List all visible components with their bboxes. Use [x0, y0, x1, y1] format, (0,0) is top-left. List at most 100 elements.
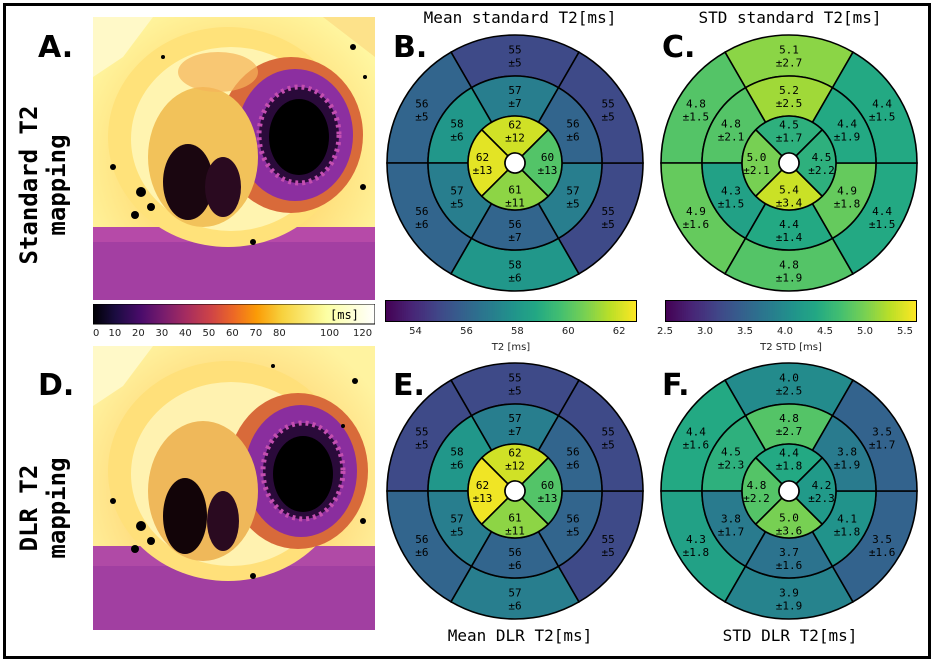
segment-middle-5-sd: ±6	[566, 459, 579, 472]
panel-label-c: C.	[662, 30, 696, 65]
colorbar-step	[511, 300, 514, 322]
colorbar-step	[420, 300, 424, 322]
segment-outer-0-sd: ±2.5	[776, 385, 803, 398]
colorbar-step	[818, 300, 821, 322]
panel-label-d: D.	[38, 368, 75, 403]
segment-outer-5-mean: 55	[601, 97, 614, 110]
colorbar-step	[586, 300, 590, 322]
colorbar-step	[820, 300, 824, 322]
bullseye-std-standard: 5.1±2.74.8±1.54.9±1.64.8±1.94.4±1.54.4±1…	[660, 34, 918, 292]
colorbar-step	[538, 300, 541, 322]
colorbar-tick-label: 3.0	[697, 326, 713, 337]
segment-inner-2-sd: ±3.6	[776, 525, 803, 538]
segment-outer-1-mean: 4.8	[686, 97, 706, 110]
colorbar-step	[498, 300, 502, 322]
segment-middle-2-sd: ±1.5	[718, 198, 745, 211]
colorbar-step	[742, 300, 746, 322]
map-colorbar-tick-label: 30	[155, 328, 169, 339]
colorbar-step	[450, 300, 453, 322]
colorbar-step	[422, 300, 426, 322]
colorbar-step	[702, 300, 706, 322]
segment-outer-2-sd: ±1.6	[683, 218, 710, 231]
colorbar-step	[843, 300, 847, 322]
title-mean-dlr: Mean DLR T2[ms]	[447, 626, 593, 645]
colorbar-border	[385, 300, 637, 322]
colorbar-step	[759, 300, 763, 322]
colorbar-step	[418, 300, 422, 322]
colorbar-step	[469, 300, 472, 322]
colorbar-step	[885, 300, 889, 322]
colorbar-step	[435, 300, 439, 322]
segment-middle-3-mean: 56	[508, 218, 521, 231]
map-colorbar-tick-label: 40	[179, 328, 192, 339]
segment-middle-1-mean: 58	[450, 446, 463, 459]
colorbar-step	[496, 300, 499, 322]
segment-middle-0-mean: 5.2	[779, 84, 799, 97]
colorbar-step	[692, 300, 695, 322]
colorbar-step	[567, 300, 571, 322]
colorbar-step	[607, 300, 611, 322]
colorbar-step	[433, 300, 436, 322]
bullseye-std-dlr: 4.0±2.54.4±1.64.3±1.83.9±1.93.5±1.63.5±1…	[660, 362, 918, 620]
colorbar-step	[590, 300, 594, 322]
colorbar-step	[563, 300, 567, 322]
colorbar-step	[839, 300, 842, 322]
colorbar-step	[709, 300, 712, 322]
segment-outer-0-sd: ±5	[508, 57, 521, 70]
segment-inner-2-sd: ±11	[505, 197, 525, 210]
colorbar-step	[868, 300, 872, 322]
colorbar-step	[828, 300, 832, 322]
segment-outer-4-sd: ±1.6	[869, 546, 896, 559]
colorbar-step	[555, 300, 558, 322]
colorbar-step	[681, 300, 685, 322]
segment-outer-2-sd: ±6	[415, 218, 428, 231]
segment-inner-2-sd: ±11	[505, 525, 525, 538]
colorbar-step	[683, 300, 687, 322]
segment-outer-0-sd: ±5	[508, 385, 521, 398]
colorbar-step	[847, 300, 851, 322]
colorbar-step	[914, 300, 917, 322]
colorbar-step	[613, 300, 617, 322]
map-colorbar-tick-label: 20	[132, 328, 145, 339]
colorbar-step	[393, 300, 397, 322]
colorbar-step	[755, 300, 758, 322]
bullseye-mean-standard: 55±556±556±658±655±555±557±758±657±556±7…	[386, 34, 644, 292]
colorbar-tick-label: 4.0	[777, 326, 793, 337]
colorbar-step	[770, 300, 773, 322]
panel-label-e: E.	[393, 368, 425, 403]
colorbar-step	[387, 300, 390, 322]
segment-outer-2-mean: 56	[415, 533, 428, 546]
segment-middle-0-sd: ±7	[508, 425, 521, 438]
segment-middle-0-mean: 57	[508, 84, 521, 97]
segment-outer-0-sd: ±2.7	[776, 57, 803, 70]
colorbar-std-ticks: 2.5 3.0 3.5 4.0 4.5 5.0 5.5	[657, 326, 917, 340]
segment-outer-3-sd: ±6	[508, 272, 521, 285]
colorbar-step	[492, 300, 495, 322]
colorbar-tick-label: 60	[561, 326, 575, 337]
segment-outer-3-mean: 57	[508, 587, 521, 600]
colorbar-step	[626, 300, 630, 322]
colorbar-step	[441, 300, 445, 322]
segment-inner-0-sd: ±1.7	[776, 132, 803, 145]
colorbar-step	[824, 300, 828, 322]
segment-outer-2-mean: 56	[415, 205, 428, 218]
segment-inner-2-mean: 61	[508, 184, 521, 197]
colorbar-step	[445, 300, 449, 322]
colorbar-step	[385, 300, 388, 322]
colorbar-mean-label: T2 [ms]	[491, 342, 531, 353]
colorbar-step	[776, 300, 779, 322]
colorbar-tick-label: 4.5	[817, 326, 833, 337]
colorbar-step	[502, 300, 506, 322]
colorbar-step	[690, 300, 693, 322]
colorbar-step	[475, 300, 478, 322]
segment-middle-4-sd: ±1.8	[834, 198, 861, 211]
segment-outer-4-sd: ±5	[601, 218, 614, 231]
colorbar-step	[532, 300, 535, 322]
map-colorbar-tick-label: 0	[93, 328, 100, 339]
row-label-standard-line2: mapping	[43, 134, 71, 236]
colorbar-step	[548, 300, 552, 322]
colorbar-step	[830, 300, 834, 322]
colorbar-step	[707, 300, 710, 322]
colorbar-step	[679, 300, 683, 322]
segment-inner-3-sd: ±13	[538, 164, 558, 177]
